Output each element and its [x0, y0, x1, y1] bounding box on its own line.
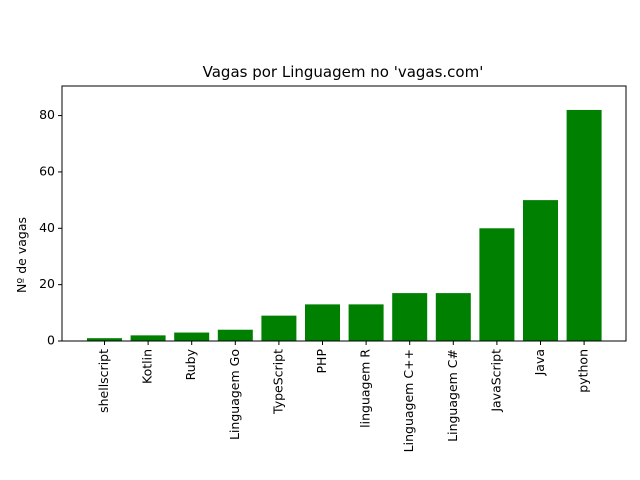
x-tick-label: Linguagem C++: [401, 349, 416, 452]
x-tick-label: linguagem R: [358, 349, 373, 428]
bar-javascript: [479, 228, 515, 341]
y-tick-label: 80: [39, 107, 55, 122]
chart-title: Vagas por Linguagem no 'vagas.com': [203, 63, 484, 81]
x-tick-label: TypeScript: [270, 349, 285, 415]
bar-shellscript: [87, 338, 122, 341]
bar-linguagem-c-: [392, 293, 428, 341]
x-tick-label: python: [576, 349, 591, 393]
bar-python: [566, 109, 602, 341]
bar-kotlin: [130, 335, 166, 341]
bar-java: [523, 200, 558, 341]
y-tick-label: 20: [39, 276, 55, 291]
x-tick-label: Kotlin: [140, 349, 155, 384]
y-tick-label: 0: [47, 333, 55, 348]
bar-linguagem-go: [217, 329, 253, 341]
x-tick-label: Linguagem C#: [445, 349, 460, 442]
bar-php: [305, 304, 340, 341]
bar-ruby: [174, 332, 210, 341]
x-tick-label: Java: [532, 349, 547, 376]
y-axis-ticks: 0 20 40 60 80: [39, 107, 62, 348]
x-axis-ticks: shellscript Kotlin Ruby Linguagem Go TypeScr…: [96, 341, 591, 452]
plot-frame: [61, 85, 627, 342]
x-tick-label: Linguagem Go: [227, 349, 242, 440]
x-tick-label: shellscript: [96, 349, 111, 413]
bars-group: [87, 109, 602, 341]
y-tick-label: 40: [39, 220, 55, 235]
x-tick-label: PHP: [314, 349, 329, 374]
bar-linguagem-c-: [435, 293, 471, 341]
x-tick-label: Ruby: [183, 348, 198, 380]
x-tick-label: JavaScript: [488, 349, 503, 413]
bar-typescript: [261, 315, 297, 341]
bar-linguagem-r: [348, 304, 384, 341]
y-tick-label: 60: [39, 163, 55, 178]
y-axis-label: Nº de vagas: [14, 217, 29, 293]
